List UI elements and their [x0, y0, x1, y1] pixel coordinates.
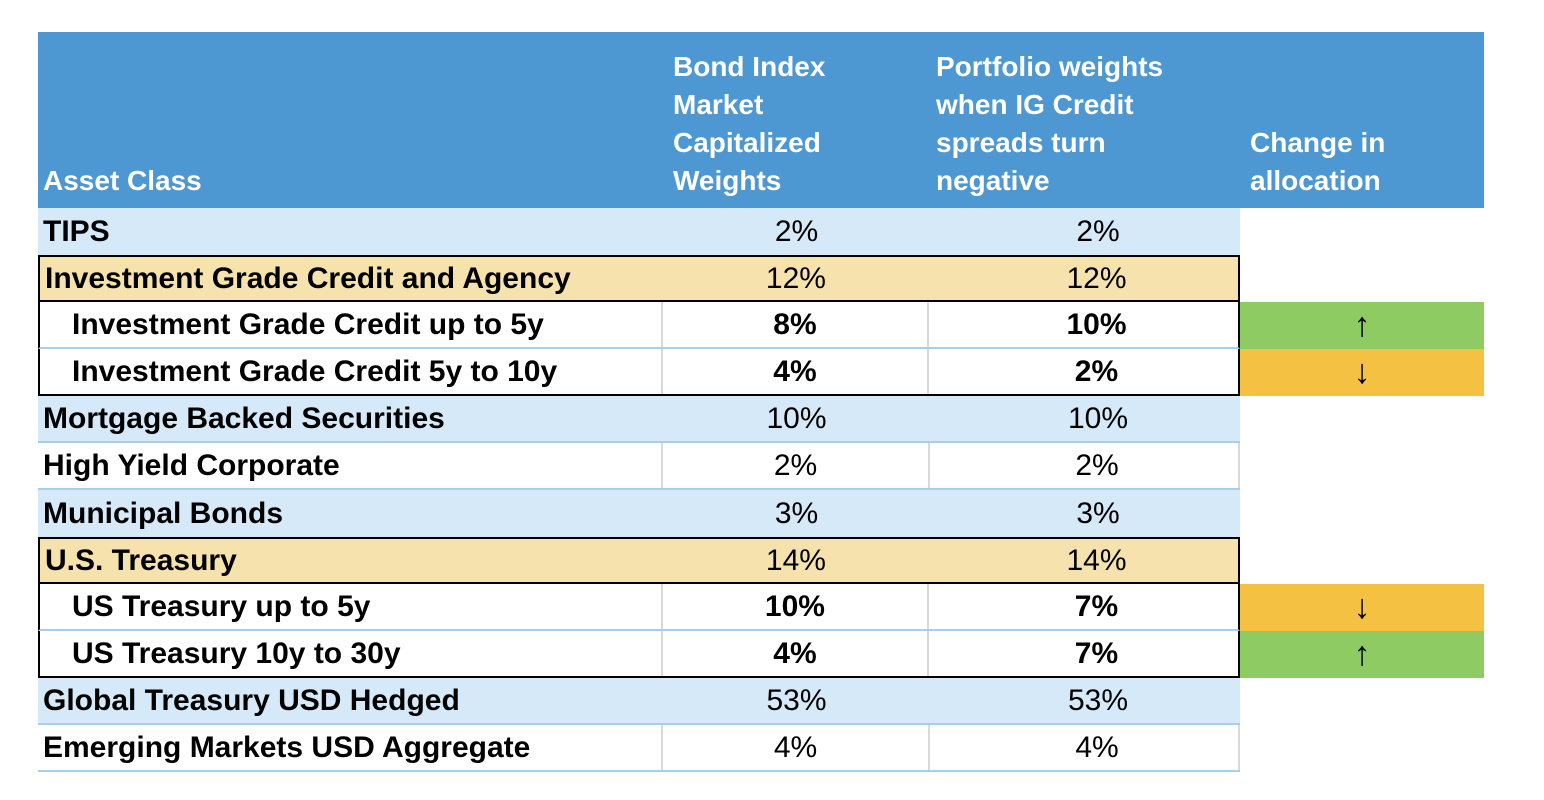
portfolio-weight-cell: 10% — [1066, 307, 1127, 341]
table-row: Investment Grade Credit up to 5y 8% 10% … — [38, 302, 1484, 349]
header-bond-index-weights: Bond Index Market Capitalized Weights — [673, 51, 826, 196]
asset-class-cell: U.S. Treasury — [45, 543, 237, 577]
change-cell-empty — [1240, 255, 1484, 302]
change-cell-empty — [1240, 537, 1484, 584]
allocation-table: Asset Class Bond Index Market Capitalize… — [38, 32, 1484, 772]
change-cell-empty — [1240, 208, 1484, 255]
bond-index-weight-cell: 4% — [663, 349, 929, 394]
bond-index-weight-cell: 2% — [663, 443, 930, 488]
asset-class-cell: US Treasury 10y to 30y — [40, 631, 663, 676]
change-cell-empty — [1240, 396, 1484, 443]
portfolio-weight-cell: 4% — [930, 725, 1240, 770]
bond-index-weight-cell: 12% — [765, 261, 826, 295]
portfolio-weight-cell: 14% — [1066, 543, 1127, 577]
change-cell-up: ↑ — [1240, 631, 1484, 678]
change-cell-empty — [1240, 678, 1484, 725]
portfolio-weight-cell: 2% — [1074, 354, 1119, 388]
up-arrow-icon: ↑ — [1353, 306, 1371, 344]
bond-index-weight-cell: 4% — [663, 631, 929, 676]
asset-class-cell: Global Treasury USD Hedged — [43, 683, 460, 717]
portfolio-weight-cell: 10% — [1067, 401, 1129, 435]
change-cell-up: ↑ — [1240, 302, 1484, 349]
asset-class-cell: Investment Grade Credit up to 5y — [40, 302, 663, 347]
asset-class-cell: Municipal Bonds — [43, 496, 283, 530]
change-cell-empty — [1240, 725, 1484, 772]
header-change-in-allocation: Change in allocation — [1250, 127, 1386, 196]
bond-index-weight-cell: 14% — [765, 543, 826, 577]
bond-index-weight-cell: 4% — [663, 725, 930, 770]
table-row: Municipal Bonds 3% 3% — [38, 490, 1484, 537]
bond-index-weight-cell: 53% — [766, 683, 827, 717]
table-header-row: Asset Class Bond Index Market Capitalize… — [38, 32, 1484, 208]
portfolio-weight-cell: 2% — [1076, 214, 1120, 248]
portfolio-weight-cell: 7% — [1074, 589, 1119, 623]
change-cell-down: ↓ — [1240, 584, 1484, 631]
bond-index-weight-cell: 3% — [774, 496, 819, 530]
table-row: Mortgage Backed Securities 10% 10% — [38, 396, 1484, 443]
table-row: Investment Grade Credit and Agency 12% 1… — [38, 255, 1484, 302]
header-asset-class: Asset Class — [43, 165, 202, 196]
portfolio-weight-cell: 2% — [930, 443, 1240, 488]
table-row: Investment Grade Credit 5y to 10y 4% 2% … — [38, 349, 1484, 396]
asset-class-cell: Investment Grade Credit and Agency — [45, 261, 571, 295]
asset-class-cell: High Yield Corporate — [38, 443, 663, 488]
portfolio-weight-cell: 3% — [1076, 496, 1120, 530]
portfolio-weight-cell: 7% — [1074, 636, 1119, 670]
table-row: TIPS 2% 2% — [38, 208, 1484, 255]
bond-index-weight-cell: 8% — [663, 302, 929, 347]
change-cell-empty — [1240, 443, 1484, 490]
down-arrow-icon: ↓ — [1353, 588, 1371, 626]
asset-class-cell: Investment Grade Credit 5y to 10y — [40, 349, 663, 394]
change-cell-empty — [1240, 490, 1484, 537]
up-arrow-icon: ↑ — [1353, 635, 1371, 673]
asset-class-cell: Emerging Markets USD Aggregate — [38, 725, 663, 770]
bond-index-weight-cell: 2% — [774, 214, 819, 248]
table-row: US Treasury up to 5y 10% 7% ↓ — [38, 584, 1484, 631]
asset-class-cell: Mortgage Backed Securities — [43, 401, 445, 435]
table-row: US Treasury 10y to 30y 4% 7% ↑ — [38, 631, 1484, 678]
asset-class-cell: US Treasury up to 5y — [40, 584, 663, 629]
change-cell-down: ↓ — [1240, 349, 1484, 396]
header-portfolio-weights: Portfolio weights when IG Credit spreads… — [936, 51, 1164, 196]
table-row: Global Treasury USD Hedged 53% 53% — [38, 678, 1484, 725]
bond-index-weight-cell: 10% — [766, 401, 827, 435]
asset-class-cell: TIPS — [43, 214, 110, 248]
portfolio-weight-cell: 53% — [1067, 683, 1129, 717]
table-row: Emerging Markets USD Aggregate 4% 4% — [38, 725, 1484, 772]
table-row: U.S. Treasury 14% 14% — [38, 537, 1484, 584]
bond-index-weight-cell: 10% — [663, 584, 929, 629]
down-arrow-icon: ↓ — [1353, 353, 1371, 391]
table-row: High Yield Corporate 2% 2% — [38, 443, 1484, 490]
portfolio-weight-cell: 12% — [1066, 261, 1127, 295]
